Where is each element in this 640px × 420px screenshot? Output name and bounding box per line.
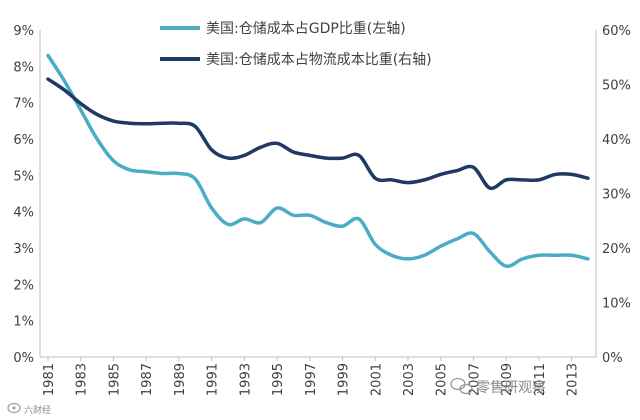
- left-tick-label: 9%: [13, 24, 34, 39]
- series-group: [46, 53, 590, 269]
- right-axis-ticks: 0% 10% 20% 30% 40% 50% 60%: [602, 24, 631, 366]
- right-tick-label: 20%: [602, 242, 631, 257]
- x-tick-label: 1987: [140, 363, 155, 396]
- left-tick-label: 6%: [13, 133, 34, 148]
- left-tick-label: 1%: [13, 315, 34, 330]
- legend-item-warehouse-logistics: 美国:仓储成本占物流成本比重(右轴): [160, 52, 432, 68]
- series-line-warehouse-logistics: [46, 77, 590, 191]
- weibo-icon: [7, 402, 21, 414]
- legend-label-warehouse-logistics: 美国:仓储成本占物流成本比重(右轴): [206, 52, 432, 68]
- x-tick-label: 1995: [271, 363, 286, 396]
- right-tick-label: 0%: [602, 351, 623, 366]
- x-tick-label: 2005: [435, 363, 450, 396]
- left-tick-label: 7%: [13, 97, 34, 112]
- left-tick-label: 5%: [13, 169, 34, 184]
- left-tick-label: 0%: [13, 351, 34, 366]
- x-tick-label: 1989: [173, 363, 188, 396]
- x-tick-label: 2013: [566, 363, 581, 396]
- x-tick-label: 2011: [533, 363, 548, 396]
- left-tick-label: 4%: [13, 206, 34, 221]
- x-tick-label: 1981: [42, 363, 57, 396]
- right-tick-label: 60%: [602, 24, 631, 39]
- right-tick-label: 40%: [602, 133, 631, 148]
- left-tick-label: 3%: [13, 242, 34, 257]
- legend: 美国:仓储成本占GDP比重(左轴) 美国:仓储成本占物流成本比重(右轴): [160, 21, 432, 68]
- legend-item-warehouse-gdp: 美国:仓储成本占GDP比重(左轴): [160, 21, 406, 37]
- left-tick-label: 2%: [13, 278, 34, 293]
- left-tick-label: 8%: [13, 60, 34, 75]
- legend-label-warehouse-gdp: 美国:仓储成本占GDP比重(左轴): [206, 21, 406, 37]
- wechat-icon: [450, 377, 473, 395]
- x-tick-label: 2009: [500, 363, 515, 396]
- left-axis-ticks: 0% 1% 2% 3% 4% 5% 6% 7% 8% 9%: [13, 24, 34, 366]
- x-tick-label: 1991: [206, 363, 221, 396]
- x-tick-label: 1997: [304, 363, 319, 396]
- x-axis-ticks: 1981 1983 1985 1987 1989 1991 1993 1995 1997 1999…: [42, 357, 581, 396]
- plot-area: [39, 30, 597, 358]
- watermark-text: 零售研观察: [476, 379, 546, 396]
- x-tick-label: 1983: [75, 363, 90, 396]
- x-tick-label: 2003: [402, 363, 417, 396]
- x-tick-label: 2001: [369, 363, 384, 396]
- series-line-warehouse-gdp: [46, 53, 590, 269]
- watermark: 零售研观察 六财经: [7, 377, 546, 416]
- x-tick-label: 1985: [107, 363, 122, 396]
- x-tick-label: 1999: [337, 363, 352, 396]
- x-tick-label: 1993: [238, 363, 253, 396]
- right-tick-label: 50%: [602, 79, 631, 94]
- right-tick-label: 10%: [602, 297, 631, 312]
- right-tick-label: 30%: [602, 188, 631, 203]
- watermark-corner-text: 六财经: [24, 404, 51, 416]
